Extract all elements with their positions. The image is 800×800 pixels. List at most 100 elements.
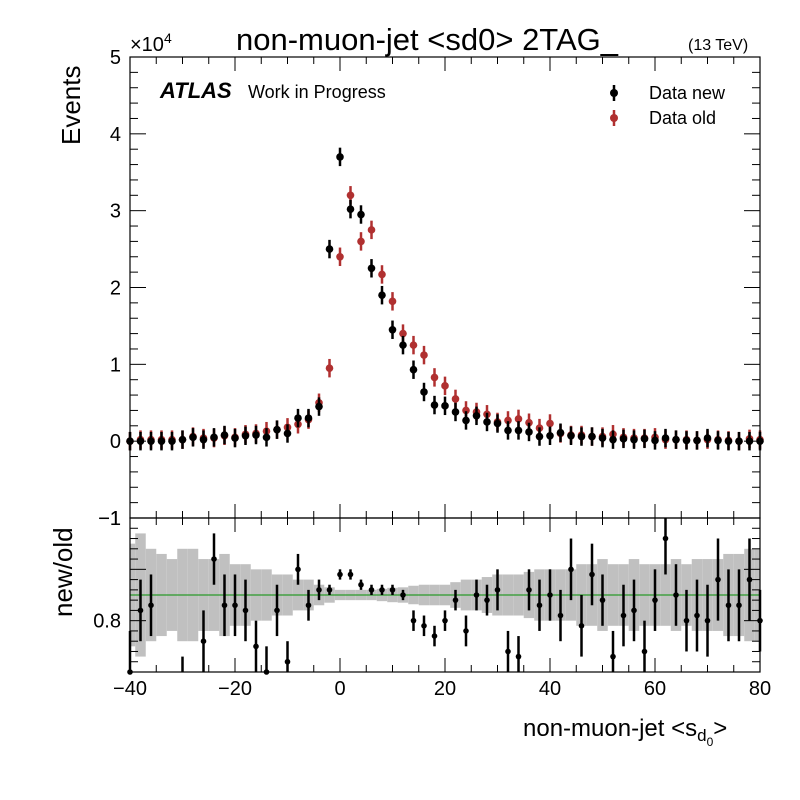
point-data-new xyxy=(399,341,407,349)
point-data-old xyxy=(462,406,470,415)
ratio-point xyxy=(421,623,427,629)
point-data-old xyxy=(346,191,355,200)
point-data-new xyxy=(199,435,208,444)
y-tick-label: 5 xyxy=(110,47,121,69)
ratio-point xyxy=(746,576,753,583)
x-tick-label: 0 xyxy=(334,678,345,700)
legend-entry-data-old: Data old xyxy=(610,108,716,128)
ratio-point xyxy=(347,571,354,578)
point-data-new xyxy=(472,412,481,420)
ratio-y-tick-label: −1 xyxy=(98,508,121,530)
ratio-point xyxy=(683,617,690,624)
ratio-point xyxy=(368,587,375,593)
ratio-point xyxy=(400,592,406,598)
point-data-new xyxy=(357,210,365,219)
x-tick-label: −40 xyxy=(113,678,147,700)
y-tick-label: 1 xyxy=(110,354,121,376)
point-data-new xyxy=(178,435,187,444)
ratio-point xyxy=(484,597,490,603)
legend-label-data-new: Data new xyxy=(649,83,726,103)
point-data-new xyxy=(703,434,712,442)
ratio-point xyxy=(358,581,364,588)
ratio-point xyxy=(736,602,742,609)
point-data-new xyxy=(252,431,260,439)
point-data-old xyxy=(367,226,376,234)
point-data-old xyxy=(546,419,554,428)
x-tick-label: 40 xyxy=(539,678,561,700)
point-data-old xyxy=(430,373,439,382)
point-data-new xyxy=(294,414,302,422)
ratio-point xyxy=(326,587,333,593)
ratio-point xyxy=(379,587,385,593)
x-tick-label: −20 xyxy=(218,678,252,700)
ratio-point xyxy=(715,576,721,583)
ratio-point xyxy=(452,597,459,603)
ratio-point xyxy=(515,653,522,660)
y-tick-label: 2 xyxy=(110,278,121,300)
point-data-old xyxy=(504,416,512,425)
point-data-new xyxy=(630,435,638,444)
point-data-new xyxy=(546,431,554,440)
ratio-point xyxy=(316,587,322,593)
ratio-point xyxy=(578,623,585,629)
ratio-point xyxy=(694,612,700,619)
x-tick-label: 60 xyxy=(644,678,666,700)
ratio-point xyxy=(295,566,301,573)
point-data-new xyxy=(588,432,596,441)
energy-label: (13 TeV) xyxy=(688,37,748,54)
y-multiplier: ×104 xyxy=(130,30,172,56)
point-data-new xyxy=(493,419,502,428)
point-data-old xyxy=(441,382,449,390)
point-data-new xyxy=(525,428,533,436)
ratio-point xyxy=(494,587,501,593)
point-data-new xyxy=(598,434,607,442)
ratio-point xyxy=(610,653,616,660)
y-tick-label: −1 xyxy=(98,508,121,530)
ratio-point xyxy=(305,602,312,609)
ratio-point xyxy=(662,535,669,542)
point-data-new xyxy=(409,365,418,374)
ratio-point xyxy=(589,571,595,578)
point-data-new xyxy=(535,432,544,441)
point-data-new xyxy=(682,436,691,445)
ratio-point xyxy=(431,633,438,639)
legend-marker-data-old xyxy=(610,114,618,122)
point-data-old xyxy=(325,364,334,372)
point-data-new xyxy=(241,431,250,440)
point-data-old xyxy=(378,270,386,279)
legend-label-data-old: Data old xyxy=(649,108,716,128)
ratio-point xyxy=(473,592,480,598)
ratio-point xyxy=(200,638,207,644)
point-data-new xyxy=(304,414,313,422)
point-data-old xyxy=(451,395,460,403)
point-data-new xyxy=(168,437,176,445)
point-data-new xyxy=(430,401,439,409)
atlas-label: ATLAS xyxy=(159,78,232,103)
chart-title: non-muon-jet <sd0> 2TAG_ xyxy=(236,22,619,57)
ratio-point xyxy=(704,617,711,624)
point-data-old xyxy=(336,252,344,261)
point-data-new xyxy=(661,434,670,442)
ratio-point xyxy=(148,602,154,609)
point-data-new xyxy=(336,153,344,161)
point-data-new xyxy=(577,432,586,441)
ratio-point xyxy=(337,571,343,578)
ratio-point xyxy=(557,612,564,619)
point-data-new xyxy=(189,433,197,442)
ratio-point xyxy=(137,607,144,614)
point-data-new xyxy=(220,431,229,439)
point-data-old xyxy=(388,297,397,306)
ratio-point xyxy=(620,612,627,619)
point-data-new xyxy=(724,437,733,445)
point-data-new xyxy=(378,291,386,299)
point-data-new xyxy=(273,425,281,434)
ratio-data-points xyxy=(127,518,763,675)
ratio-point xyxy=(547,592,553,598)
ratio-point xyxy=(641,648,648,655)
point-data-new xyxy=(619,435,628,443)
point-data-new xyxy=(451,408,460,416)
axis-ticks xyxy=(129,56,761,673)
point-data-new xyxy=(567,431,575,440)
point-data-new xyxy=(147,437,155,445)
